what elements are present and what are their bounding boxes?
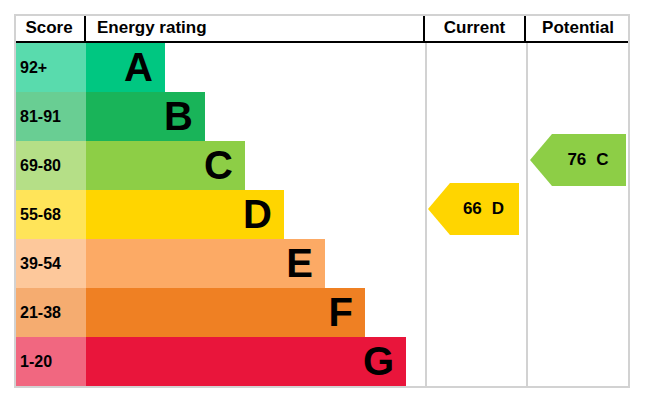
current-column-divider bbox=[425, 43, 427, 388]
band-row-a: 92+ A bbox=[14, 43, 630, 92]
chart-header-row: Score Energy rating Current Potential bbox=[14, 14, 630, 43]
potential-rating-band: C bbox=[596, 150, 608, 170]
score-range-label: 69-80 bbox=[14, 141, 86, 190]
band-letter: G bbox=[363, 337, 394, 386]
column-header-energy-rating: Energy rating bbox=[86, 14, 425, 41]
band-letter: A bbox=[124, 43, 153, 92]
potential-rating-value: 76 bbox=[567, 150, 586, 170]
score-range-label: 21-38 bbox=[14, 288, 86, 337]
bar-area: A bbox=[86, 43, 630, 92]
band-letter: B bbox=[164, 92, 193, 141]
band-bar-a: A bbox=[86, 43, 165, 92]
bar-area: B bbox=[86, 92, 630, 141]
column-header-potential: Potential bbox=[526, 14, 630, 41]
band-bar-b: B bbox=[86, 92, 205, 141]
band-row-g: 1-20 G bbox=[14, 337, 630, 386]
band-letter: F bbox=[329, 288, 353, 337]
score-range-label: 81-91 bbox=[14, 92, 86, 141]
current-rating-value: 66 bbox=[463, 199, 482, 219]
band-bar-f: F bbox=[86, 288, 365, 337]
band-row-b: 81-91 B bbox=[14, 92, 630, 141]
score-range-label: 92+ bbox=[14, 43, 86, 92]
band-row-e: 39-54 E bbox=[14, 239, 630, 288]
band-bar-c: C bbox=[86, 141, 245, 190]
column-header-score: Score bbox=[14, 14, 86, 41]
epc-rating-chart: Score Energy rating Current Potential 92… bbox=[0, 0, 646, 401]
band-row-d: 55-68 D bbox=[14, 190, 630, 239]
bar-area: D bbox=[86, 190, 630, 239]
chart-area: Score Energy rating Current Potential 92… bbox=[14, 14, 630, 388]
score-range-label: 1-20 bbox=[14, 337, 86, 386]
band-letter: C bbox=[204, 141, 233, 190]
band-bar-g: G bbox=[86, 337, 406, 386]
band-letter: E bbox=[286, 239, 313, 288]
bar-area: F bbox=[86, 288, 630, 337]
band-bar-d: D bbox=[86, 190, 284, 239]
band-row-f: 21-38 F bbox=[14, 288, 630, 337]
band-letter: D bbox=[243, 190, 272, 239]
score-range-label: 39-54 bbox=[14, 239, 86, 288]
bar-area: E bbox=[86, 239, 630, 288]
score-range-label: 55-68 bbox=[14, 190, 86, 239]
potential-column-divider bbox=[526, 43, 528, 388]
current-rating-band: D bbox=[492, 199, 504, 219]
bar-area: G bbox=[86, 337, 630, 386]
band-rows: 92+ A 81-91 B 69-80 bbox=[14, 43, 630, 386]
column-header-current: Current bbox=[425, 14, 526, 41]
band-bar-e: E bbox=[86, 239, 325, 288]
